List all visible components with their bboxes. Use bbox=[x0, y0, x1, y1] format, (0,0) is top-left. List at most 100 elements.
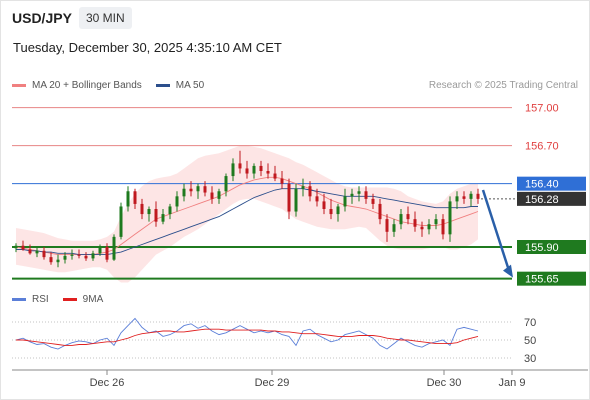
candle-body bbox=[441, 219, 445, 235]
candle-body bbox=[399, 214, 403, 225]
ma50-swatch bbox=[155, 84, 170, 87]
candle-body bbox=[280, 178, 284, 184]
candle-body bbox=[259, 165, 263, 171]
level-label-155.90: 155.90 bbox=[525, 242, 559, 254]
datetime-label: Tuesday, December 30, 2025 4:35:10 AM CE… bbox=[13, 40, 282, 55]
legend-ma50: MA 50 bbox=[155, 80, 205, 91]
candle-body bbox=[182, 188, 186, 197]
price-legend: MA 20 + Bollinger Bands MA 50 bbox=[12, 80, 218, 91]
candle-body bbox=[392, 224, 396, 232]
candle-body bbox=[175, 196, 179, 207]
candle-body bbox=[329, 209, 333, 215]
rsi-level-label-50: 50 bbox=[524, 335, 536, 347]
candle-body bbox=[63, 255, 67, 260]
candle-body bbox=[126, 191, 130, 207]
x-tick-label: Dec 30 bbox=[427, 377, 462, 389]
candle-body bbox=[56, 259, 60, 263]
candle-body bbox=[133, 191, 137, 204]
candle-body bbox=[378, 203, 382, 220]
candle-body bbox=[98, 247, 102, 254]
level-label-157.00: 157.00 bbox=[525, 103, 559, 115]
candle-body bbox=[469, 193, 473, 199]
candle-body bbox=[105, 247, 109, 260]
ma9-legend-label: 9MA bbox=[82, 294, 104, 305]
rsi-swatch bbox=[12, 298, 26, 301]
candle-body bbox=[112, 236, 116, 260]
level-tag-155.90 bbox=[517, 240, 586, 254]
legend-ma20: MA 20 + Bollinger Bands bbox=[12, 80, 142, 91]
candle-body bbox=[462, 196, 466, 199]
candle-body bbox=[140, 203, 144, 215]
candle-body bbox=[14, 245, 18, 249]
candle-body bbox=[434, 219, 438, 225]
level-tag-155.65 bbox=[517, 271, 586, 286]
ma50-label: MA 50 bbox=[175, 80, 205, 91]
candle-body bbox=[301, 186, 305, 189]
candle-body bbox=[21, 245, 25, 250]
candle-body bbox=[476, 193, 480, 199]
candle-body bbox=[245, 168, 249, 174]
candle-body bbox=[294, 188, 298, 212]
candle-body bbox=[84, 255, 88, 259]
candle-body bbox=[91, 253, 95, 259]
candle-body bbox=[35, 250, 39, 254]
candle-body bbox=[455, 196, 459, 202]
rsi-level-label-70: 70 bbox=[524, 317, 536, 329]
candle-body bbox=[119, 206, 123, 237]
candle-body bbox=[357, 191, 361, 194]
symbol-title: USD/JPY bbox=[12, 10, 72, 26]
current-price-label: 156.28 bbox=[525, 194, 559, 206]
level-label-156.40: 156.40 bbox=[525, 179, 559, 191]
level-tag-156.40 bbox=[517, 176, 586, 191]
candle-body bbox=[168, 206, 172, 215]
candle-body bbox=[217, 191, 221, 199]
candle-body bbox=[70, 254, 74, 256]
legend-9ma: 9MA bbox=[62, 294, 104, 305]
candle-body bbox=[28, 249, 32, 254]
candle-body bbox=[210, 192, 214, 199]
candle-body bbox=[336, 206, 340, 215]
rsi-legend-label: RSI bbox=[32, 294, 49, 305]
candle-body bbox=[42, 250, 46, 258]
candle-body bbox=[287, 183, 291, 212]
legend-rsi: RSI bbox=[12, 294, 49, 305]
candle-body bbox=[161, 214, 165, 222]
ma20-swatch bbox=[12, 84, 26, 87]
candle-body bbox=[427, 224, 431, 230]
candle-body bbox=[252, 165, 256, 174]
ma20-label: MA 20 + Bollinger Bands bbox=[32, 80, 142, 91]
candle-body bbox=[77, 254, 81, 256]
candle-body bbox=[224, 176, 228, 192]
rsi-level-label-30: 30 bbox=[524, 353, 536, 365]
candle-body bbox=[315, 196, 319, 202]
candle-body bbox=[189, 188, 193, 192]
forecast-arrow-head bbox=[503, 264, 513, 278]
candle-body bbox=[147, 209, 151, 215]
forecast-arrow-shaft bbox=[481, 189, 511, 272]
level-label-155.65: 155.65 bbox=[525, 274, 559, 286]
candle-body bbox=[343, 196, 347, 207]
candle-body bbox=[448, 201, 452, 235]
research-credit: Research © 2025 Trading Central bbox=[428, 80, 578, 91]
candle-body bbox=[273, 173, 277, 179]
rsi-legend: RSI 9MA bbox=[12, 294, 117, 305]
x-tick-label: Dec 26 bbox=[90, 377, 125, 389]
timeframe-badge[interactable]: 30 MIN bbox=[79, 7, 132, 29]
candle-body bbox=[238, 163, 242, 169]
candle-body bbox=[154, 209, 158, 222]
candle-body bbox=[231, 163, 235, 177]
candle-body bbox=[420, 226, 424, 230]
x-tick-label: Dec 29 bbox=[255, 377, 290, 389]
candle-body bbox=[350, 193, 354, 197]
candle-body bbox=[406, 214, 410, 220]
candle-body bbox=[322, 201, 326, 209]
candle-body bbox=[413, 219, 417, 227]
ma9-swatch bbox=[62, 298, 77, 301]
candle-body bbox=[364, 191, 368, 199]
x-tick-label: Jan 9 bbox=[499, 377, 526, 389]
rsi-ma9-line bbox=[16, 328, 479, 346]
level-label-156.70: 156.70 bbox=[525, 141, 559, 153]
candle-body bbox=[308, 186, 312, 197]
candle-body bbox=[371, 198, 375, 204]
